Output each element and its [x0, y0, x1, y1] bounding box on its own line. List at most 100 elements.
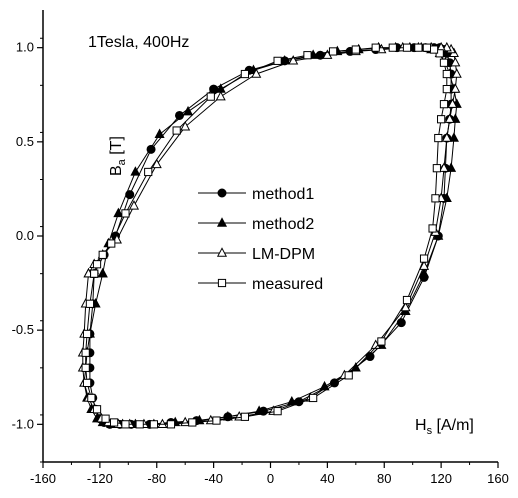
legend-marker	[217, 278, 227, 288]
x-tick-label: -40	[204, 471, 223, 486]
data-point	[128, 200, 140, 210]
series-line	[82, 47, 458, 425]
data-point	[371, 43, 380, 52]
data-point	[442, 85, 451, 94]
data-point	[444, 113, 455, 123]
data-point	[400, 301, 411, 312]
legend-bg	[194, 183, 324, 203]
x-tick-label: -80	[147, 471, 166, 486]
legend: method1 method2 LM-DPM measured	[194, 183, 324, 293]
data-point	[82, 329, 92, 339]
data-point	[442, 69, 451, 79]
data-point	[432, 164, 441, 173]
legend-marker	[216, 217, 228, 227]
y-axis-label-sub: a	[116, 158, 128, 165]
data-point	[344, 371, 353, 380]
data-point	[188, 418, 197, 427]
data-point	[215, 90, 226, 101]
data-point	[90, 269, 99, 278]
data-point	[273, 407, 282, 416]
legend-marker	[217, 188, 227, 198]
data-point	[113, 207, 124, 218]
data-point	[396, 318, 406, 328]
data-point	[419, 260, 430, 270]
data-point	[419, 267, 430, 278]
data-point	[212, 416, 221, 425]
data-point	[431, 194, 440, 203]
legend-entry: method2	[194, 213, 324, 233]
x-axis-label-unit: [A/m]	[432, 417, 474, 434]
series-measured	[81, 43, 451, 429]
data-point	[450, 83, 461, 93]
legend-label: measured	[252, 276, 323, 293]
data-point	[448, 132, 459, 142]
legend-marker	[216, 247, 228, 257]
data-point	[82, 378, 92, 387]
x-tick-label: 80	[377, 471, 391, 486]
legend-bg	[194, 273, 324, 293]
x-tick-label: 120	[430, 471, 452, 486]
y-axis-label-unit: [T]	[108, 136, 125, 159]
data-point	[429, 45, 439, 54]
data-point	[309, 393, 318, 403]
data-point	[149, 420, 159, 429]
data-point	[377, 337, 386, 346]
data-point	[450, 56, 461, 67]
series-line	[83, 47, 458, 425]
data-point	[97, 267, 108, 278]
x-tick-label: 0	[267, 471, 274, 486]
data-point	[121, 209, 130, 218]
x-axis-label-sub: s	[427, 425, 433, 437]
data-point	[438, 162, 450, 172]
y-axis-label: Ba [T]	[108, 136, 128, 176]
data-point	[446, 162, 457, 172]
data-point	[388, 43, 397, 52]
data-point	[135, 420, 144, 429]
chart-annotation: 1Tesla, 400Hz	[88, 34, 189, 51]
legend-label: method1	[252, 186, 314, 203]
y-tick-label: 0.0	[16, 228, 34, 243]
data-point	[81, 348, 90, 357]
data-point	[154, 128, 165, 138]
data-point	[206, 92, 215, 101]
x-tick-label: -160	[30, 471, 56, 486]
series-line	[89, 47, 452, 425]
data-point	[240, 412, 250, 421]
y-tick-label: 0.5	[16, 134, 34, 149]
data-point	[180, 121, 191, 131]
data-point	[172, 126, 181, 135]
series-method2	[79, 41, 462, 429]
data-point	[288, 55, 299, 65]
data-point	[273, 56, 282, 65]
data-point	[437, 115, 446, 124]
data-point	[87, 393, 96, 403]
data-point	[351, 45, 360, 54]
y-axis-label-main: B	[108, 165, 125, 176]
data-point	[98, 250, 107, 259]
data-point	[451, 68, 462, 78]
legend-entry: method1	[194, 183, 324, 203]
data-point	[251, 68, 262, 78]
data-point	[419, 254, 429, 263]
data-point	[303, 51, 312, 60]
data-point	[144, 167, 153, 177]
series-LM-DPM	[77, 41, 462, 429]
x-tick-label: -120	[87, 471, 113, 486]
series-layer	[77, 41, 462, 429]
data-point	[85, 299, 95, 308]
data-point	[151, 158, 162, 169]
data-point	[109, 418, 119, 427]
y-tick-label: -1.0	[12, 416, 34, 431]
data-point	[92, 405, 102, 414]
data-point	[422, 43, 432, 52]
data-point	[107, 239, 116, 248]
data-point	[92, 260, 102, 269]
data-point	[121, 420, 130, 429]
x-axis-label-main: H	[415, 417, 427, 434]
x-axis-label: Hs [A/m]	[415, 417, 474, 437]
series-line	[85, 47, 448, 425]
series-method1	[85, 43, 456, 429]
legend-label: LM-DPM	[252, 246, 315, 263]
legend-bg	[194, 243, 324, 263]
